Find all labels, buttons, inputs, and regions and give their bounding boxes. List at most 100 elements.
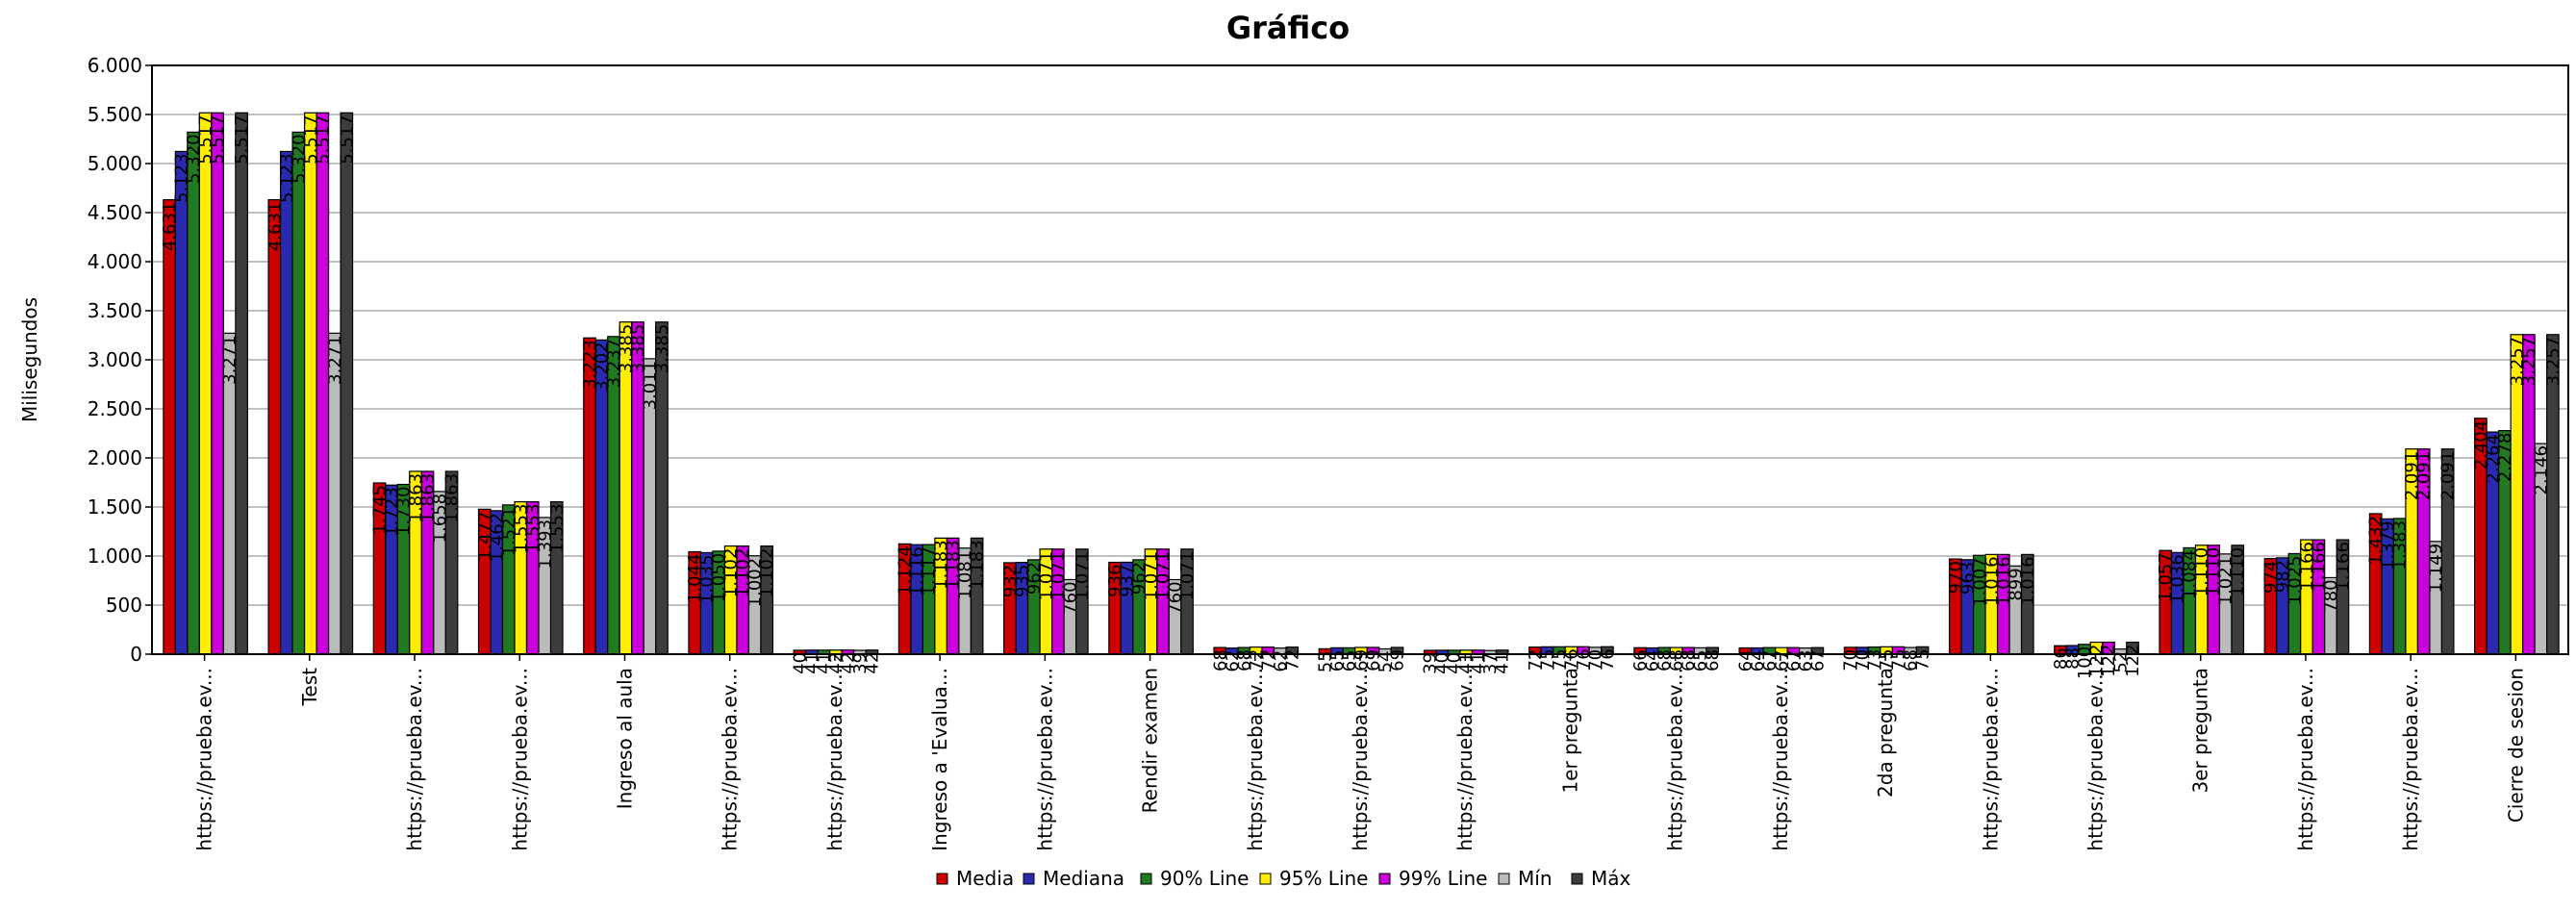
data-label: 64 xyxy=(1748,649,1768,671)
data-label: 760 xyxy=(1060,581,1080,614)
data-label: 1.057 xyxy=(2156,552,2176,602)
data-label: 3.385 xyxy=(628,324,648,374)
data-label: 41 xyxy=(1469,652,1489,674)
legend-label: Mediana xyxy=(1043,867,1124,890)
data-label: 122 xyxy=(2087,645,2108,677)
bar xyxy=(267,199,282,655)
data-label: 4.631 xyxy=(265,202,285,252)
legend-swatch xyxy=(1023,873,1035,885)
data-label: 5.517 xyxy=(301,114,321,165)
data-label: 962 xyxy=(1129,562,1149,595)
data-label: 5.517 xyxy=(337,114,357,165)
data-label: 41 xyxy=(1493,652,1513,674)
legend-swatch xyxy=(1571,873,1583,885)
data-label: 1.166 xyxy=(2309,542,2329,592)
data-label: 65 xyxy=(1691,649,1711,671)
data-label: 41 xyxy=(802,652,822,674)
x-tick-label: Cierre de sesion xyxy=(2504,668,2527,823)
data-label: 1.110 xyxy=(2192,547,2212,597)
x-tick-label: Ingreso al aula xyxy=(613,668,636,809)
data-label: 970 xyxy=(1946,561,1966,594)
data-label: 3.271 xyxy=(325,335,345,385)
data-label: 42 xyxy=(838,652,858,674)
data-label: 67 xyxy=(1807,649,1828,671)
data-label: 1.110 xyxy=(2204,547,2224,597)
data-label: 1.016 xyxy=(1994,556,2014,606)
bar xyxy=(163,199,176,655)
x-tick-label: https://prueba.ev... xyxy=(1664,668,1687,851)
legend-label: Media xyxy=(956,867,1014,890)
x-tick-label: https://prueba.ev... xyxy=(1244,668,1267,851)
data-label: 62 xyxy=(1223,650,1243,672)
x-tick-label: 3er pregunta xyxy=(2189,668,2212,794)
x-tick-label: Test xyxy=(298,668,321,707)
data-label: 2.091 xyxy=(2414,451,2435,501)
data-label: 5.517 xyxy=(232,114,252,165)
y-tick-label: 500 xyxy=(106,594,142,617)
data-label: 3.257 xyxy=(2519,337,2539,387)
x-tick-label: Rendir examen xyxy=(1139,668,1162,813)
data-label: 5.320 xyxy=(289,134,309,184)
legend-swatch xyxy=(1378,873,1391,885)
data-label: 937 xyxy=(1118,564,1138,596)
data-label: 75 xyxy=(1913,648,1933,671)
data-label: 1.016 xyxy=(2018,556,2038,606)
data-label: 5.517 xyxy=(196,114,216,165)
data-label: 1.379 xyxy=(2378,520,2398,570)
data-label: 1.477 xyxy=(475,511,495,561)
data-label: 68 xyxy=(1703,649,1723,671)
y-tick-label: 2.000 xyxy=(88,446,142,469)
x-tick-label: https://prueba.ev... xyxy=(508,668,531,851)
data-label: 4.631 xyxy=(160,202,180,252)
data-label: 1.021 xyxy=(2216,556,2236,606)
legend-swatch xyxy=(936,873,948,885)
data-label: 1.183 xyxy=(931,540,951,590)
legend: Media Mediana 90% Line 95% Line 99% Line Mín M… xyxy=(936,867,1631,890)
data-label: 1.102 xyxy=(757,548,777,598)
y-tick-label: 4.000 xyxy=(88,250,142,273)
data-label: 122 xyxy=(2099,645,2119,677)
y-tick-label: 1.500 xyxy=(88,495,142,519)
data-label: 974 xyxy=(2260,561,2281,594)
data-label: 1.071 xyxy=(1048,551,1069,601)
x-tick-label: https://prueba.ev... xyxy=(1033,668,1056,851)
data-label: 1.149 xyxy=(2426,544,2446,594)
data-label: 899 xyxy=(2006,568,2026,600)
data-label: 962 xyxy=(1024,562,1045,595)
data-label: 1.007 xyxy=(1970,557,1990,607)
data-label: 122 xyxy=(2123,645,2143,677)
data-label: 40 xyxy=(1445,652,1465,674)
data-label: 41 xyxy=(814,652,834,674)
data-label: 1.383 xyxy=(2390,520,2411,570)
x-tick-label: https://prueba.ev... xyxy=(1453,668,1477,851)
data-label: 3.202 xyxy=(592,342,612,392)
data-label: 3.223 xyxy=(580,340,600,390)
data-label: 76 xyxy=(1598,648,1618,671)
legend-label: 90% Line xyxy=(1160,867,1250,890)
data-label: 3.385 xyxy=(652,324,672,374)
y-tick-label: 3.500 xyxy=(88,299,142,322)
data-label: 64 xyxy=(1735,649,1755,671)
y-tick-label: 4.500 xyxy=(88,201,142,224)
data-label: 3.257 xyxy=(2507,337,2527,387)
data-label: 1.071 xyxy=(1142,551,1162,601)
data-label: 39 xyxy=(850,652,871,674)
data-label: 2.404 xyxy=(2471,420,2491,470)
data-label: 3.257 xyxy=(2543,337,2563,387)
data-label: 1.183 xyxy=(968,540,988,590)
data-label: 1.863 xyxy=(418,473,439,523)
data-label: 1.036 xyxy=(2168,554,2188,604)
data-label: 2.264 xyxy=(2483,434,2503,484)
data-label: 40 xyxy=(790,652,810,674)
bar xyxy=(291,131,306,655)
plot-frame xyxy=(151,64,2569,655)
data-label: 1.071 xyxy=(1177,551,1198,601)
data-label: 62 xyxy=(1271,650,1291,672)
x-tick-label: https://prueba.ev... xyxy=(193,668,216,851)
y-axis-label: Milisegundos xyxy=(18,297,41,422)
data-label: 65 xyxy=(1327,649,1348,671)
y-tick-label: 2.500 xyxy=(88,397,142,420)
legend-swatch xyxy=(1259,873,1272,885)
data-label: 37 xyxy=(1480,652,1501,674)
